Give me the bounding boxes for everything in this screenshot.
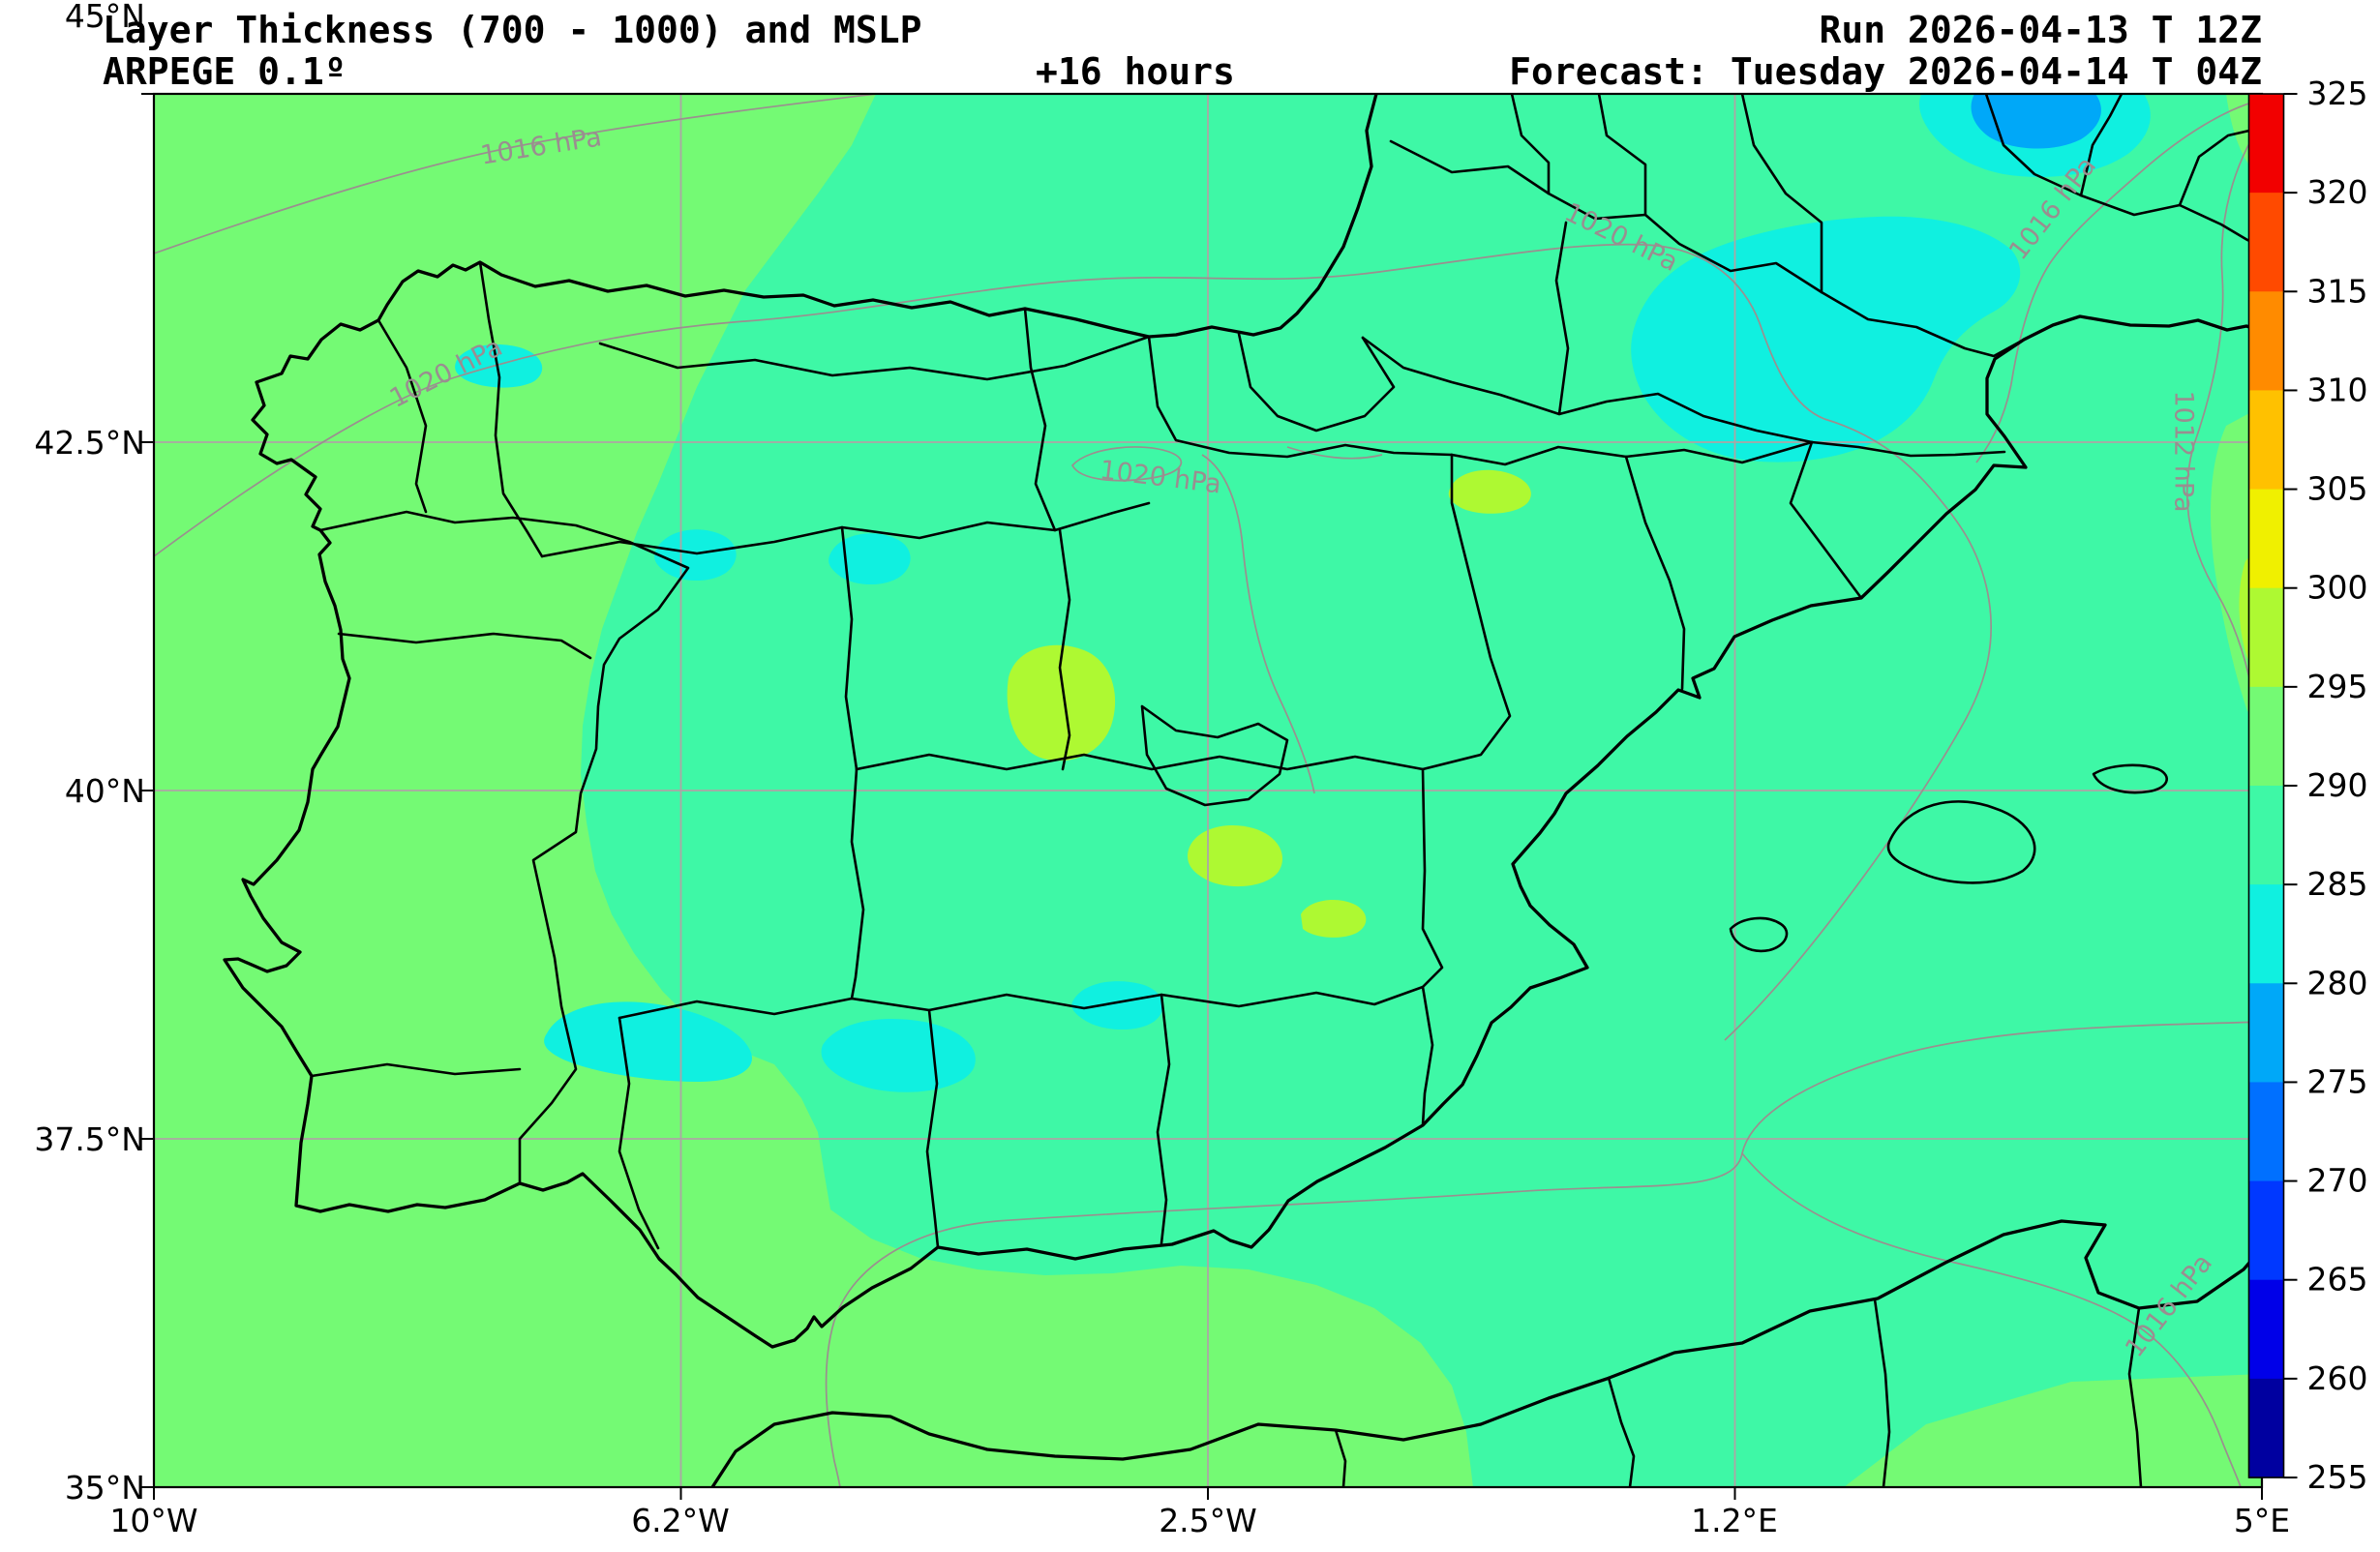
colorbar-segment: [2249, 193, 2284, 292]
colorbar-segment: [2249, 687, 2284, 787]
colorbar-tick-label: 265: [2307, 1261, 2368, 1298]
colorbar: 325 320 315 310 305 300 295 290 285 280 275 270 265 2…: [2249, 75, 2368, 1496]
colorbar-tick-label: 295: [2307, 668, 2368, 705]
weather-map-page: Layer Thickness (700 - 1000) and MSLP AR…: [0, 0, 2380, 1552]
colorbar-segment: [2249, 1379, 2284, 1478]
colorbar-tick-label: 310: [2307, 371, 2368, 408]
colorbar-segment: [2249, 884, 2284, 984]
x-tick-10w: 10°W: [47, 1505, 260, 1537]
thickness-fill-greenyellow-5: [1301, 900, 1366, 938]
x-tick-1-2e: 1.2°E: [1628, 1505, 1841, 1537]
x-tick-6-2w: 6.2°W: [574, 1505, 787, 1537]
y-tick-35n: 35°N: [0, 1472, 145, 1504]
colorbar-tick-label: 270: [2307, 1162, 2368, 1200]
x-tick-2-5w: 2.5°W: [1101, 1505, 1314, 1537]
y-tick-37-5n: 37.5°N: [0, 1123, 145, 1155]
colorbar-tick-label: 325: [2307, 75, 2368, 112]
colorbar-tick-label: 320: [2307, 173, 2368, 211]
y-tick-40n: 40°N: [0, 775, 145, 807]
colorbar-segment: [2249, 94, 2284, 194]
contour-label-1012-east: 1012 hPa: [2171, 391, 2197, 507]
colorbar-tick-label: 290: [2307, 766, 2368, 804]
colorbar-segment: [2249, 588, 2284, 688]
colorbar-segment: [2249, 291, 2284, 391]
colorbar-segment: [2249, 1181, 2284, 1281]
y-tick-42-5n: 42.5°N: [0, 427, 145, 459]
colorbar-tick-label: 260: [2307, 1359, 2368, 1397]
colorbar-segment: [2249, 1280, 2284, 1380]
colorbar-tick-label: 315: [2307, 272, 2368, 310]
colorbar-tick-label: 280: [2307, 964, 2368, 1001]
colorbar-segment: [2249, 390, 2284, 490]
colorbar-tick-label: 285: [2307, 865, 2368, 903]
colorbar-tick-label: 300: [2307, 569, 2368, 607]
colorbar-tick-label: 275: [2307, 1062, 2368, 1100]
x-tick-5e: 5°E: [2155, 1505, 2368, 1537]
colorbar-segment: [2249, 1082, 2284, 1181]
colorbar-tick-label: 255: [2307, 1458, 2368, 1496]
colorbar-segment: [2249, 490, 2284, 589]
colorbar-segment: [2249, 786, 2284, 885]
colorbar-tick-label: 305: [2307, 470, 2368, 508]
y-tick-45n: 45°N: [0, 0, 145, 32]
colorbar-segment: [2249, 983, 2284, 1083]
